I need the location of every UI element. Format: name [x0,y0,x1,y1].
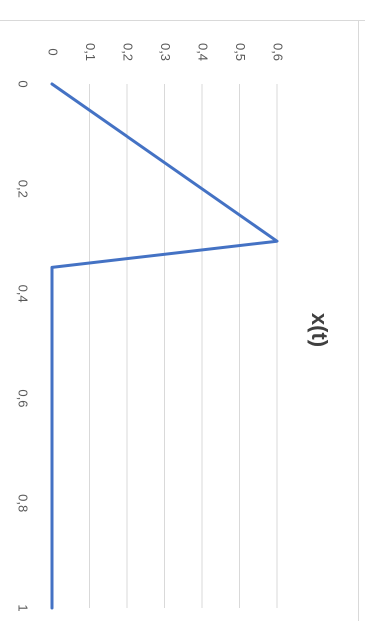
chart-border-top [0,20,365,21]
y-tick-label: 0 [46,48,61,55]
x-tick-label: 0,8 [16,494,31,512]
chart-title: x(t) [307,313,332,347]
x-axis-ticks: 0 0,2 0,4 0,6 0,8 1 [16,80,31,611]
y-tick-label: 0,1 [83,43,98,61]
x-tick-label: 1 [16,604,31,611]
x-tick-label: 0,2 [16,180,31,198]
y-tick-label: 0,6 [271,43,286,61]
x-tick-label: 0 [16,80,31,87]
x-tick-label: 0,6 [16,389,31,407]
y-axis-ticks: 0 0,1 0,2 0,3 0,4 0,5 0,6 [46,43,286,61]
x-tick-label: 0,4 [16,285,31,303]
y-tick-label: 0,3 [158,43,173,61]
y-tick-label: 0,2 [121,43,136,61]
series-group [50,82,279,610]
y-tick-label: 0,4 [196,43,211,61]
chart-border-right [358,20,359,621]
y-tick-label: 0,5 [233,43,248,61]
grid-lines [89,84,278,608]
series-line [50,82,279,610]
